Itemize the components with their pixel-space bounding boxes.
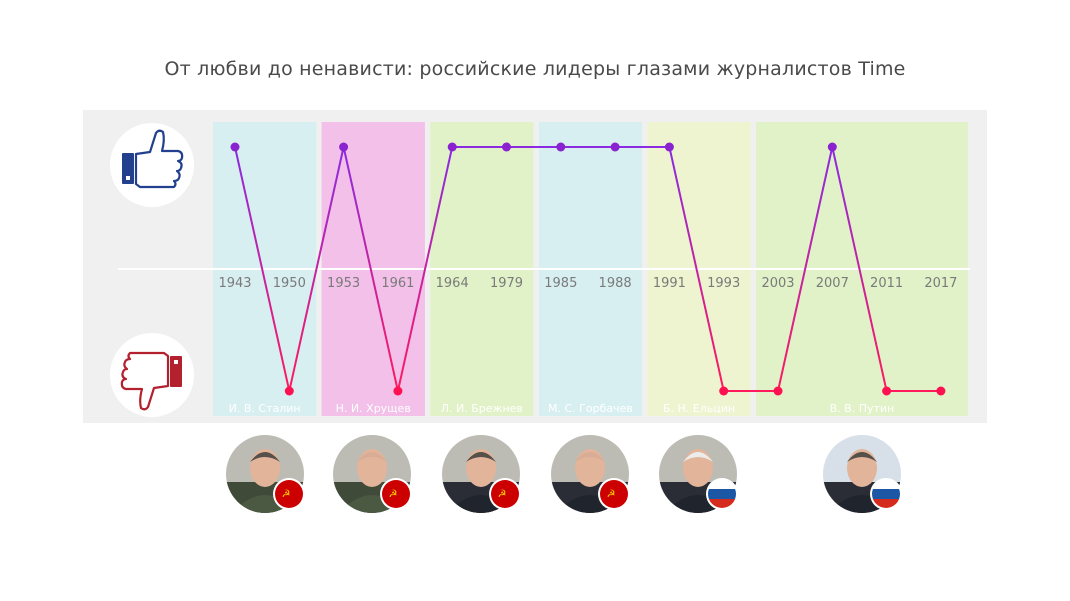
year-tick-label: 1961 [381, 276, 414, 291]
leader-name-label: В. В. Путин [830, 402, 895, 415]
russian-flag-icon [870, 478, 902, 510]
data-point [827, 142, 837, 152]
year-tick-label: 2007 [816, 276, 849, 291]
svg-text:☭: ☭ [389, 489, 398, 500]
data-point [393, 386, 403, 396]
soviet-flag-icon: ☭ [273, 478, 305, 510]
chart-title: От любви до ненависти: российские лидеры… [164, 58, 906, 80]
leader-portrait: ☭ [226, 435, 305, 513]
svg-text:☭: ☭ [607, 489, 616, 500]
data-point [230, 142, 240, 152]
leader-portrait: ☭ [551, 435, 630, 513]
leader-name-label: М. С. Горбачев [548, 402, 633, 415]
soviet-flag-icon: ☭ [489, 478, 521, 510]
data-point [556, 142, 566, 152]
data-point [719, 386, 729, 396]
leader-portrait [823, 435, 902, 513]
leader-name-label: Н. И. Хрущев [336, 402, 411, 415]
data-point [773, 386, 783, 396]
data-point [284, 386, 294, 396]
leader-portrait: ☭ [333, 435, 412, 513]
data-point [664, 142, 674, 152]
svg-text:☭: ☭ [498, 489, 507, 500]
year-tick-label: 1991 [653, 276, 686, 291]
year-tick-label: 2003 [761, 276, 794, 291]
thumbs-down-icon [110, 333, 194, 417]
year-tick-label: 2017 [924, 276, 957, 291]
leader-name-label: И. В. Сталин [229, 402, 301, 415]
leader-portrait: ☭ [442, 435, 521, 513]
year-tick-label: 1988 [599, 276, 632, 291]
series-line [234, 146, 941, 392]
soviet-flag-icon: ☭ [598, 478, 630, 510]
soviet-flag-icon: ☭ [380, 478, 412, 510]
leader-name-label: Б. Н. Ельцин [663, 402, 735, 415]
year-tick-label: 1979 [490, 276, 523, 291]
year-tick-label: 1953 [327, 276, 360, 291]
year-tick-label: 2011 [870, 276, 903, 291]
year-tick-label: 1943 [218, 276, 251, 291]
year-tick-label: 1964 [436, 276, 469, 291]
data-point [502, 142, 511, 152]
data-point [339, 142, 349, 152]
data-point [882, 386, 892, 396]
year-tick-label: 1950 [273, 276, 306, 291]
thumbs-up-icon [110, 123, 194, 207]
russian-flag-icon [706, 478, 738, 510]
year-tick-label: 1993 [707, 276, 740, 291]
leader-name-label: Л. И. Брежнев [441, 402, 523, 415]
leader-portrait [659, 435, 738, 513]
data-point [610, 142, 620, 152]
data-point [936, 386, 946, 396]
data-point [447, 142, 457, 152]
year-tick-label: 1985 [544, 276, 577, 291]
svg-text:☭: ☭ [282, 489, 291, 500]
